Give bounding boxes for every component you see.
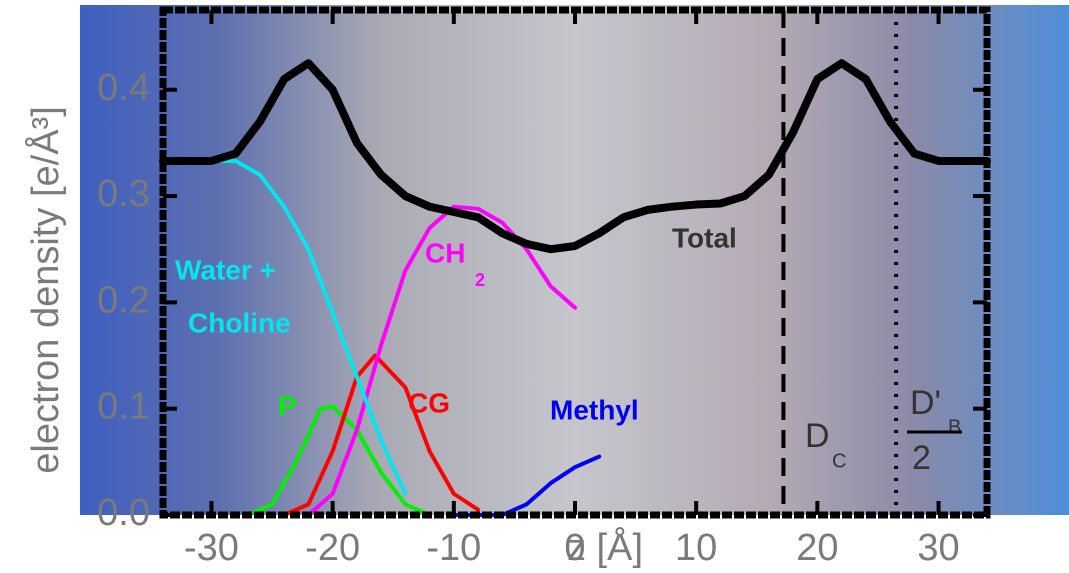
- marker-label: D': [910, 384, 941, 422]
- chart: electron density [e/Å³] z [Å] 0.00.10.20…: [0, 0, 1069, 573]
- marker-label-subscript: B: [948, 416, 961, 438]
- y-axis-title: electron density [e/Å³]: [23, 106, 67, 474]
- series-label: Choline: [188, 307, 291, 338]
- series-label: Methyl: [550, 394, 639, 425]
- series-label-subscript: 2: [475, 270, 485, 290]
- y-tick-label: 0.3: [97, 173, 150, 215]
- marker-label-denominator: 2: [912, 439, 931, 477]
- x-tick-label: 0: [564, 527, 585, 569]
- y-tick-label: 0.0: [97, 492, 150, 534]
- series-label: Total: [672, 222, 737, 253]
- y-tick-label: 0.4: [97, 67, 150, 109]
- x-tick-label: 10: [675, 527, 717, 569]
- series-label: Water +: [175, 254, 276, 285]
- x-tick-label: 30: [917, 527, 959, 569]
- marker-label-subscript: C: [832, 450, 846, 472]
- x-tick-label: -10: [426, 527, 481, 569]
- x-tick-label: -30: [184, 527, 239, 569]
- y-tick-label: 0.2: [97, 279, 150, 321]
- x-tick-label: -20: [305, 527, 360, 569]
- series-label: CG: [408, 387, 450, 418]
- y-tick-label: 0.1: [97, 386, 150, 428]
- x-tick-label: 20: [796, 527, 838, 569]
- marker-label: D: [805, 417, 830, 455]
- series-label: CH: [425, 237, 465, 268]
- series-label: P: [278, 390, 297, 421]
